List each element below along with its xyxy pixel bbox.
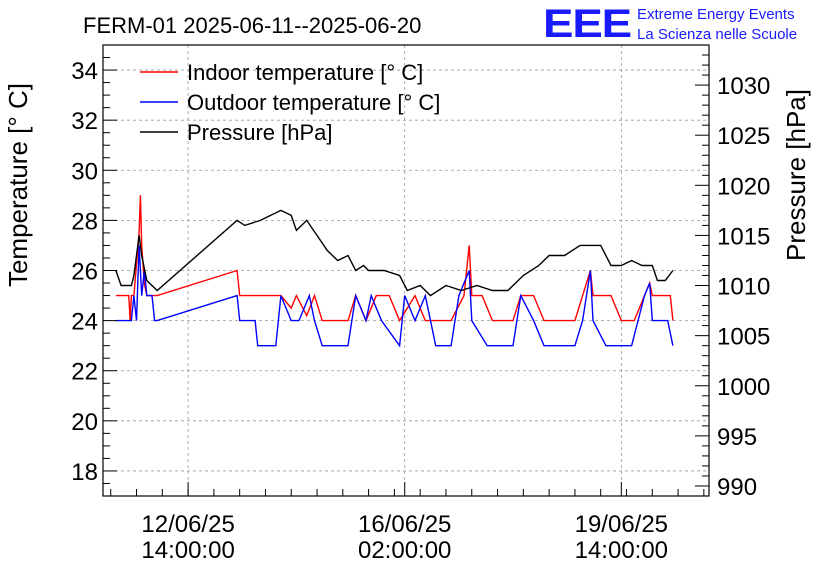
x-tick-label-time: 14:00:00 <box>141 537 234 564</box>
y-right-tick-label: 1015 <box>717 223 770 250</box>
series-layer <box>115 195 674 348</box>
axes: 18 20 22 24 26 28 30 32 34 990 995 1000 1005 1010 1015… <box>71 44 770 564</box>
y-right-tick-label: 1025 <box>717 123 770 150</box>
logo-line1: Extreme Energy Events <box>637 6 795 23</box>
y-right-tick-label: 1010 <box>717 274 770 301</box>
legend-label-outdoor: Outdoor temperature [° C] <box>187 90 440 115</box>
series-line-pressure <box>115 209 674 297</box>
logo-line2: La Scienza nelle Scuole <box>637 26 797 43</box>
y-left-tick-label: 32 <box>71 108 98 135</box>
y-right-tick-label: 1000 <box>717 374 770 401</box>
y-left-tick-label: 28 <box>71 208 98 235</box>
logo-mark: EEE <box>543 2 631 46</box>
x-tick-label-time: 02:00:00 <box>358 537 451 564</box>
x-tick-label-date: 16/06/25 <box>358 511 451 538</box>
y-left-tick-label: 24 <box>71 309 98 336</box>
x-tick-label-time: 14:00:00 <box>575 537 668 564</box>
y-right-tick-label: 1020 <box>717 173 770 200</box>
y-left-tick-label: 18 <box>71 459 98 486</box>
y-axis-right-label: Pressure [hPa] <box>781 89 811 261</box>
series-line-outdoor <box>115 245 674 348</box>
chart-title: FERM-01 2025-06-11--2025-06-20 <box>83 13 421 38</box>
y-left-tick-label: 34 <box>71 58 98 85</box>
x-tick-label-date: 12/06/25 <box>141 511 234 538</box>
y-left-tick-label: 22 <box>71 359 98 386</box>
x-tick-label-date: 19/06/25 <box>575 511 668 538</box>
y-right-tick-label: 995 <box>717 424 757 451</box>
legend-label-pressure: Pressure [hPa] <box>187 120 333 145</box>
grid <box>103 45 709 496</box>
eee-logo: EEE Extreme Energy Events La Scienza nel… <box>543 2 797 46</box>
y-axis-left-label: Temperature [° C] <box>3 83 33 287</box>
legend: Indoor temperature [° C] Outdoor tempera… <box>140 60 440 145</box>
y-right-tick-label: 1005 <box>717 324 770 351</box>
y-right-tick-label: 1030 <box>717 73 770 100</box>
y-left-tick-label: 20 <box>71 409 98 436</box>
y-right-tick-label: 990 <box>717 474 757 501</box>
legend-label-indoor: Indoor temperature [° C] <box>187 60 423 85</box>
y-left-tick-label: 26 <box>71 259 98 286</box>
y-left-tick-label: 30 <box>71 158 98 185</box>
